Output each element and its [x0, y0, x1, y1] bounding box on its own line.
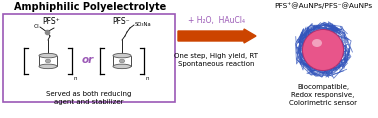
Text: n: n	[145, 76, 149, 81]
Text: SO₃Na: SO₃Na	[135, 21, 152, 27]
Circle shape	[303, 30, 343, 70]
Text: Cl: Cl	[34, 23, 40, 29]
Ellipse shape	[45, 59, 51, 63]
Ellipse shape	[39, 64, 57, 69]
Text: Served as both reducing
agent and stabilizer: Served as both reducing agent and stabil…	[46, 91, 132, 105]
Circle shape	[302, 29, 344, 71]
Ellipse shape	[119, 59, 125, 63]
Text: One step, High yield, RT
Spontaneous reaction: One step, High yield, RT Spontaneous rea…	[174, 53, 258, 67]
Text: PFS⁻: PFS⁻	[112, 17, 130, 26]
Ellipse shape	[113, 53, 131, 58]
Text: Biocompatible,
Redox responsive,
Colorimetric sensor: Biocompatible, Redox responsive, Colorim…	[289, 84, 357, 106]
Text: PFS⁺: PFS⁺	[42, 17, 60, 26]
Text: + H₂O,  HAuCl₄: + H₂O, HAuCl₄	[187, 17, 245, 25]
Ellipse shape	[39, 53, 57, 58]
Ellipse shape	[113, 64, 131, 69]
Text: or: or	[82, 55, 94, 65]
Ellipse shape	[312, 39, 322, 47]
Text: Amphiphilic Polyelectrolyte: Amphiphilic Polyelectrolyte	[14, 2, 166, 12]
Text: n: n	[73, 76, 76, 81]
Text: PFS⁺@AuNPs/PFS⁻@AuNPs: PFS⁺@AuNPs/PFS⁻@AuNPs	[274, 2, 372, 9]
FancyArrow shape	[178, 29, 256, 43]
